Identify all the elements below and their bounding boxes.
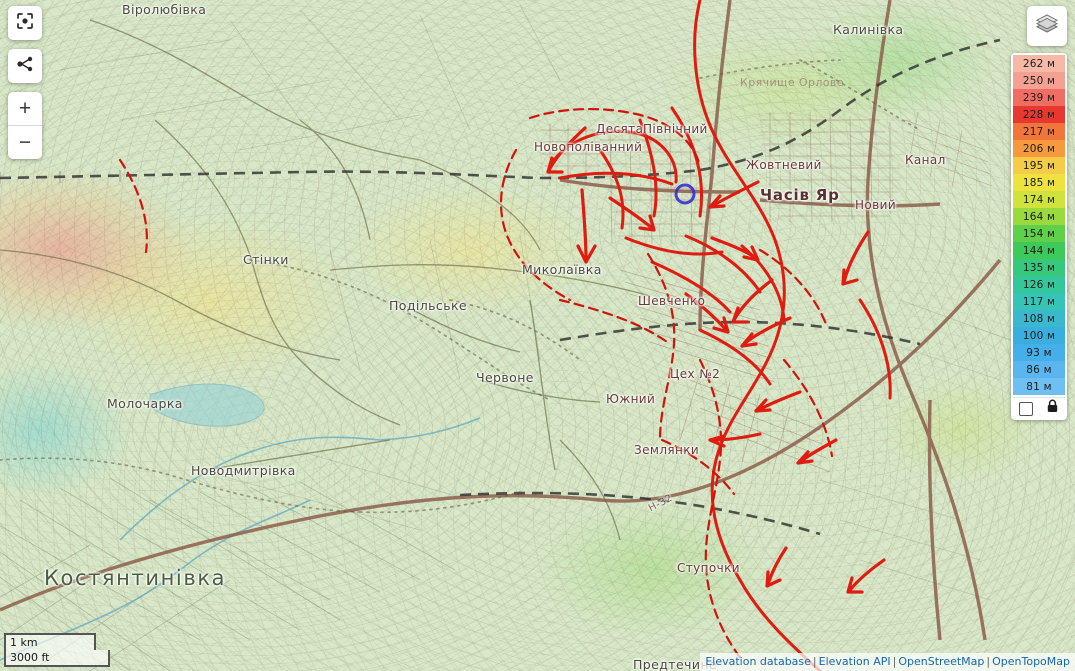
legend-row[interactable]: 117 м — [1013, 293, 1065, 310]
share-button[interactable] — [8, 49, 42, 83]
scale-imperial: 3000 ft — [4, 650, 110, 667]
legend-row[interactable]: 250 м — [1013, 72, 1065, 89]
zoom-out-button[interactable]: − — [18, 130, 32, 154]
scale-bar: 1 km 3000 ft — [4, 633, 110, 667]
legend-row[interactable]: 217 м — [1013, 123, 1065, 140]
legend-row[interactable]: 239 м — [1013, 89, 1065, 106]
legend-row-value: 93 м — [1026, 346, 1052, 359]
legend-row[interactable]: 93 м — [1013, 344, 1065, 361]
legend-row-value: 154 м — [1022, 227, 1056, 240]
urban-area-kostiantynivka — [0, 477, 456, 671]
layers-button[interactable] — [1027, 6, 1067, 46]
legend-row-value: 144 м — [1022, 244, 1056, 257]
railway-sleepers — [0, 170, 121, 184]
legend-row-value: 126 м — [1022, 278, 1056, 291]
legend-row-value: 262 м — [1022, 57, 1056, 70]
crosshair-target-icon — [16, 12, 34, 35]
legend-visibility-checkbox[interactable] — [1019, 401, 1034, 416]
legend-row[interactable]: 108 м — [1013, 310, 1065, 327]
position-marker — [674, 183, 696, 205]
legend-row[interactable]: 81 м — [1013, 378, 1065, 395]
front-line-solid — [552, 0, 892, 671]
legend-row[interactable]: 144 м — [1013, 242, 1065, 259]
major-road-network — [0, 0, 1002, 641]
legend-row-value: 100 м — [1022, 329, 1056, 342]
advance-arrows — [546, 126, 886, 594]
legend-row[interactable]: 262 м — [1013, 55, 1065, 72]
zoom-controls: + − — [8, 92, 42, 159]
reservoir-molocharka — [149, 383, 265, 427]
boundary-dotted-lines — [0, 59, 921, 514]
legend-row-value: 174 м — [1022, 193, 1056, 206]
legend-row[interactable]: 126 м — [1013, 276, 1065, 293]
attrib-openstreetmap[interactable]: OpenStreetMap — [898, 655, 985, 668]
attrib-sep-2: | — [892, 655, 897, 668]
legend-row-value: 206 м — [1022, 142, 1056, 155]
share-nodes-icon — [16, 55, 34, 78]
attrib-opentopomap[interactable]: OpenTopoMap — [992, 655, 1070, 668]
urban-area-kanal — [904, 111, 993, 189]
elevation-legend-scale: 262 м 250 м 239 м 228 м 217 м 206 м 195 м 185 м… — [1013, 55, 1065, 395]
legend-row-value: 185 м — [1022, 176, 1056, 189]
legend-row[interactable]: 185 м — [1013, 174, 1065, 191]
legend-row-value: 195 м — [1022, 159, 1056, 172]
scale-metric: 1 km — [4, 633, 96, 650]
legend-row[interactable]: 195 м — [1013, 157, 1065, 174]
legend-row[interactable]: 174 м — [1013, 191, 1065, 208]
legend-row[interactable]: 135 м — [1013, 259, 1065, 276]
waterways — [0, 417, 481, 661]
legend-row[interactable]: 154 м — [1013, 225, 1065, 242]
legend-row[interactable]: 86 м — [1013, 361, 1065, 378]
locate-button[interactable] — [8, 6, 42, 40]
legend-row[interactable]: 164 м — [1013, 208, 1065, 225]
legend-row-value: 108 м — [1022, 312, 1056, 325]
attribution-bar: Elevation database | Elevation API | OpenStr… — [700, 653, 1075, 671]
padlock-icon[interactable] — [1046, 399, 1059, 418]
legend-row[interactable]: 228 м — [1013, 106, 1065, 123]
legend-row-value: 250 м — [1022, 74, 1056, 87]
legend-row-value: 81 м — [1026, 380, 1052, 393]
attrib-sep-1: | — [812, 655, 817, 668]
attrib-elevation-database[interactable]: Elevation database — [705, 655, 811, 668]
legend-row[interactable]: 206 м — [1013, 140, 1065, 157]
legend-row-value: 217 м — [1022, 125, 1056, 138]
zoom-in-button[interactable]: + — [8, 92, 42, 126]
legend-footer — [1013, 397, 1065, 418]
field-parcel-lines — [59, 4, 1011, 601]
legend-row-value: 117 м — [1022, 295, 1056, 308]
legend-row[interactable]: 100 м — [1013, 327, 1065, 344]
layers-stack-icon — [1035, 12, 1059, 41]
minor-road-network — [0, 19, 651, 541]
elevation-legend[interactable]: 262 м 250 м 239 м 228 м 217 м 206 м 195 м 185 м… — [1011, 53, 1067, 420]
legend-row-value: 86 м — [1026, 363, 1052, 376]
legend-row-value: 239 м — [1022, 91, 1056, 104]
map-controls: + − — [8, 6, 42, 159]
legend-row-value: 164 м — [1022, 210, 1056, 223]
attrib-elevation-api[interactable]: Elevation API — [818, 655, 891, 668]
legend-row-value: 228 м — [1022, 108, 1056, 121]
attrib-sep-3: | — [986, 655, 991, 668]
legend-row-value: 135 м — [1022, 261, 1056, 274]
